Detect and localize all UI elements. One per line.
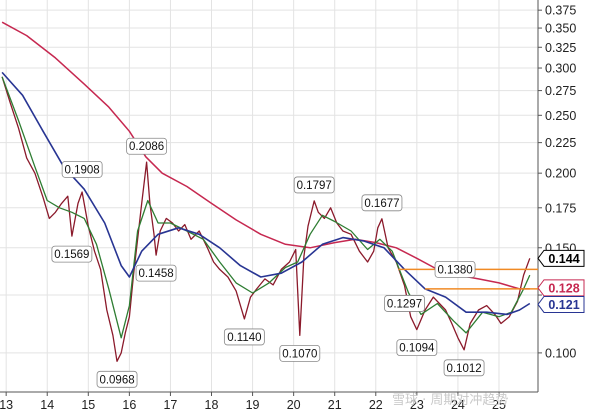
annotation-label: 0.0968 [99,374,134,386]
watermark: 雪球 · 周期对冲趋势 [392,392,508,408]
x-tick-label: 24 [451,398,465,412]
annotation-box [61,160,103,178]
annotation-box [361,194,403,212]
annotation-0.1012: 0.1012 [443,359,485,377]
annotation-0.1297: 0.1297 [384,295,425,312]
annotation-label: 0.1797 [297,180,332,192]
annotation-box [126,137,168,155]
price-label-box [537,295,585,313]
mid-ma-line [1,71,531,316]
y-tick-label: 0.175 [545,201,576,215]
x-tick-label: 17 [163,398,177,412]
y-tick-label: 0.100 [545,346,576,360]
price-label-text: 0.121 [548,298,579,312]
price-label-text: 0.144 [548,252,579,266]
annotation-label: 0.1140 [227,332,261,344]
annotation-label: 0.1012 [446,363,481,375]
x-tick-label: 21 [328,398,342,412]
annotation-box [434,260,476,278]
x-tick-label: 20 [287,398,301,412]
annotation-label: 0.1677 [364,198,399,210]
x-tick-label: 22 [369,398,383,412]
y-tick-label: 0.250 [545,109,576,123]
annotation-0.1070: 0.1070 [279,344,321,362]
annotation-label: 0.1569 [54,249,89,261]
annotation-0.1908: 0.1908 [61,160,103,178]
annotation-label: 0.1094 [399,343,435,355]
y-tick-label: 0.325 [545,41,576,55]
y-tick-label: 0.375 [545,4,576,18]
annotation-0.1677: 0.1677 [361,194,403,212]
annotation-0.1380: 0.1380 [434,260,476,278]
price-label-text: 0.128 [548,281,579,295]
x-tick-label: 18 [205,398,219,412]
annotations: 0.1908 0.2086 0.1569 0.1458 0.0968 0.1140 0.10… [51,137,485,388]
annotation-box [223,328,265,346]
annotation-0.1140: 0.1140 [223,328,265,346]
fast-ma-line [1,76,531,339]
price-label-box [537,279,585,297]
x-tick-label: 16 [122,398,136,412]
annotation-box [51,245,93,263]
y-tick-label: 0.275 [545,84,576,98]
annotation-0.1797: 0.1797 [293,176,335,194]
annotation-box [443,359,485,377]
annotation-0.1569: 0.1569 [51,245,93,263]
annotation-label: 0.1908 [65,164,100,176]
annotation-label: 0.1458 [138,268,173,280]
annotation-label: 0.2086 [129,141,164,153]
y-tick-label: 0.200 [545,167,576,181]
x-axis: 13 14 15 16 17 18 19 20 21 22 23 24 25 [0,392,506,412]
y-tick-label: 0.225 [545,136,576,150]
annotation-label: 0.1297 [387,298,422,310]
annotation-box [135,264,177,282]
annotation-box [96,370,138,388]
x-tick-label: 13 [0,398,13,412]
price-label-box [537,249,585,267]
annotation-0.1458: 0.1458 [135,264,177,282]
price-label-0.144: 0.144 [537,249,585,267]
annotation-box [293,176,335,194]
price-labels: 0.144 0.128 0.121 [537,249,585,313]
annotation-0.1094: 0.1094 [396,339,438,356]
x-tick-label: 25 [492,398,506,412]
x-tick-label: 19 [246,398,260,412]
price-line [1,76,531,362]
annotation-box [279,344,321,362]
annotation-label: 0.1380 [437,264,472,276]
annotation-label: 0.1070 [282,348,317,360]
annotation-box [396,339,438,356]
y-tick-label: 0.350 [545,22,576,36]
x-tick-label: 23 [410,398,424,412]
annotation-box [384,295,425,312]
price-label-0.128: 0.128 [537,279,585,297]
y-tick-label: 0.300 [545,62,576,76]
annotation-0.0968: 0.0968 [96,370,138,388]
x-tick-label: 15 [81,398,95,412]
x-tick-label: 14 [40,398,54,412]
price-label-0.121: 0.121 [537,295,585,313]
grid [0,0,539,393]
y-axis: 0.1000.1250.1500.1750.2000.2250.2500.275… [538,4,576,360]
annotation-0.2086: 0.2086 [126,137,168,155]
